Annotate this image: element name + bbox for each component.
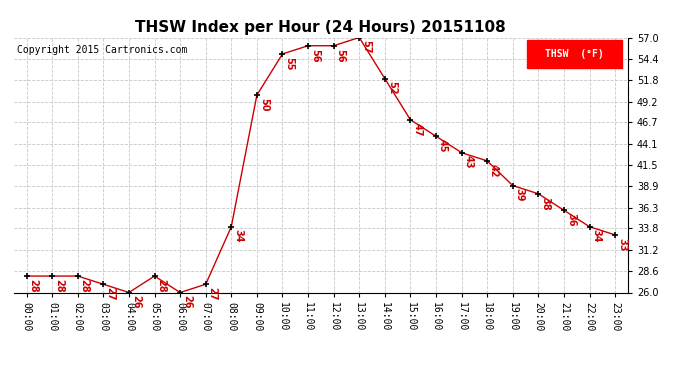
Text: 39: 39 bbox=[515, 188, 524, 202]
Text: 27: 27 bbox=[106, 287, 115, 300]
Text: 28: 28 bbox=[157, 279, 166, 292]
Text: Copyright 2015 Cartronics.com: Copyright 2015 Cartronics.com bbox=[17, 45, 187, 55]
Text: 34: 34 bbox=[591, 230, 602, 243]
Title: THSW Index per Hour (24 Hours) 20151108: THSW Index per Hour (24 Hours) 20151108 bbox=[135, 20, 506, 35]
Text: 45: 45 bbox=[438, 139, 448, 153]
Text: 26: 26 bbox=[131, 295, 141, 309]
Text: 27: 27 bbox=[208, 287, 217, 300]
Text: 28: 28 bbox=[28, 279, 39, 292]
Text: THSW  (°F): THSW (°F) bbox=[545, 49, 604, 59]
Text: 28: 28 bbox=[80, 279, 90, 292]
Text: 33: 33 bbox=[617, 238, 627, 251]
Text: 36: 36 bbox=[566, 213, 576, 226]
Text: 56: 56 bbox=[335, 48, 346, 62]
Text: 50: 50 bbox=[259, 98, 269, 111]
Text: 28: 28 bbox=[54, 279, 64, 292]
Text: 26: 26 bbox=[182, 295, 192, 309]
Text: 55: 55 bbox=[284, 57, 295, 70]
Text: 42: 42 bbox=[489, 164, 499, 177]
Text: 34: 34 bbox=[233, 230, 244, 243]
Text: 38: 38 bbox=[540, 196, 551, 210]
Text: 52: 52 bbox=[387, 81, 397, 95]
Text: 43: 43 bbox=[464, 156, 473, 169]
Text: 47: 47 bbox=[413, 123, 422, 136]
Text: 56: 56 bbox=[310, 48, 320, 62]
Text: 57: 57 bbox=[361, 40, 371, 54]
FancyBboxPatch shape bbox=[526, 40, 622, 68]
